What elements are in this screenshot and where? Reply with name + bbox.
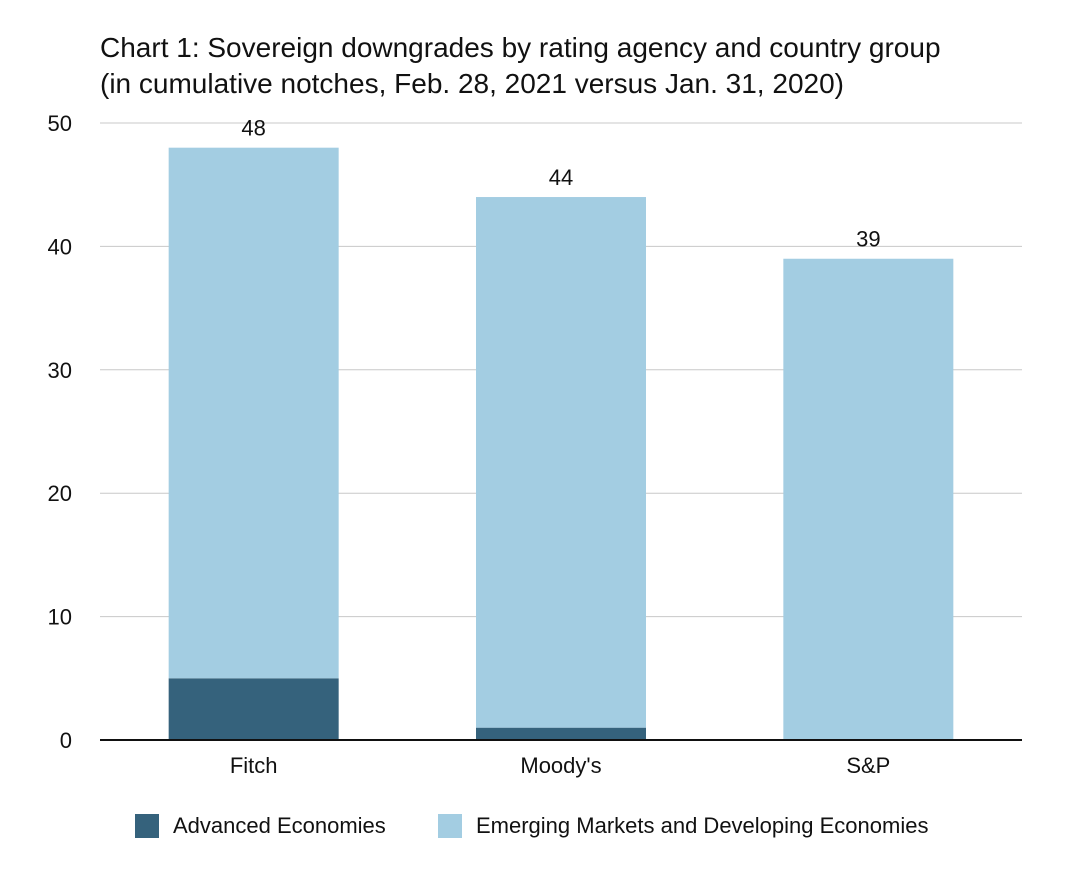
- chart-title: Chart 1: Sovereign downgrades by rating …: [100, 30, 1060, 102]
- legend-label-advanced: Advanced Economies: [173, 813, 386, 838]
- bar-segment: [783, 258, 954, 740]
- y-tick-label: 30: [48, 358, 72, 383]
- data-label: 48: [241, 116, 265, 141]
- data-label: 44: [549, 165, 573, 190]
- legend-item-emerging: Emerging Markets and Developing Economie…: [438, 808, 928, 844]
- chart-title-line-1: Chart 1: Sovereign downgrades by rating …: [100, 32, 941, 63]
- bar-segment: [168, 678, 339, 740]
- chart-title-line-2: (in cumulative notches, Feb. 28, 2021 ve…: [100, 68, 844, 99]
- legend-label-emerging: Emerging Markets and Developing Economie…: [476, 813, 929, 838]
- legend-swatch-emerging: [438, 814, 462, 838]
- y-tick-label: 10: [48, 605, 72, 630]
- bar-segment: [168, 147, 339, 679]
- y-tick-label: 20: [48, 481, 72, 506]
- bar-segment: [476, 727, 646, 740]
- y-tick-label: 50: [48, 111, 72, 136]
- bar-segment: [476, 197, 646, 728]
- legend-swatch-advanced: [135, 814, 159, 838]
- legend: Advanced Economies Emerging Markets and …: [0, 808, 1090, 844]
- x-tick-label: Fitch: [230, 753, 278, 778]
- y-tick-label: 0: [60, 728, 72, 753]
- x-tick-label: S&P: [846, 753, 890, 778]
- y-tick-label: 40: [48, 234, 72, 259]
- legend-item-advanced: Advanced Economies: [135, 808, 386, 844]
- data-label: 39: [856, 227, 880, 252]
- x-tick-label: Moody's: [520, 753, 601, 778]
